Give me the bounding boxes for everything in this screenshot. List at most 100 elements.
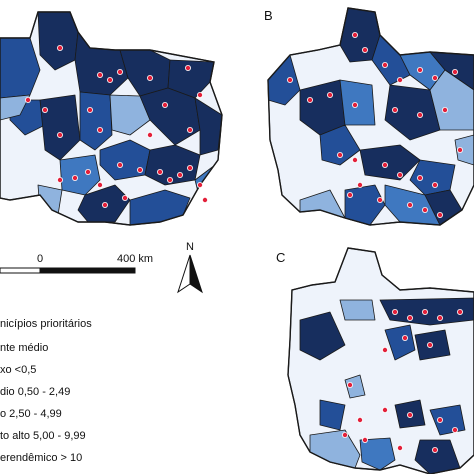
priority-municipality-dot [421,308,428,315]
priority-municipality-dot [406,201,413,208]
priority-municipality-dot [326,92,333,99]
priority-municipality-dot [376,196,383,203]
priority-municipality-dot [136,166,143,173]
priority-municipality-dot [431,75,438,82]
scale-label-end: 400 km [117,253,153,265]
priority-municipality-dot [406,314,413,321]
priority-municipality-dot [286,77,293,84]
priority-municipality-dot [356,416,363,423]
north-label: N [186,241,194,253]
priority-municipality-dot [436,314,443,321]
priority-municipality-dot [356,181,363,188]
priority-municipality-dot [341,431,348,438]
municipality-region [344,374,366,399]
priority-municipality-dot [456,146,463,153]
municipality-region [339,79,376,126]
municipality-region [59,154,101,196]
priority-municipality-dot [146,131,153,138]
north-arrow: N [177,241,203,294]
priority-municipality-dot [381,406,388,413]
priority-municipality-dot [396,171,403,178]
priority-municipality-dot [381,62,388,69]
priority-municipality-dot [117,161,124,168]
priority-municipality-dot [396,77,403,84]
priority-municipality-dot [436,211,443,218]
priority-municipality-markers [286,32,463,218]
priority-municipality-dot [57,131,64,138]
priority-municipality-dot [431,446,438,453]
priority-municipality-dot [451,69,458,76]
priority-municipality-dot [57,176,64,183]
municipality-region [384,324,416,361]
priority-municipality-dot [186,164,193,171]
priority-municipality-dot [87,107,94,114]
priority-municipality-dot [122,194,129,201]
priority-municipality-markers [341,308,463,453]
map-panel-c: C [276,247,474,474]
priority-municipality-dot [42,107,49,114]
municipality-region [359,144,421,181]
priority-municipality-dot [406,411,413,418]
scale-bar-white-segment [0,267,41,274]
municipality-region [359,437,396,471]
municipality-region [429,69,474,131]
priority-municipality-dot [57,45,64,52]
priority-municipality-dot [426,341,433,348]
priority-municipality-dot [416,174,423,181]
priority-municipality-dot [451,426,458,433]
priority-municipality-dot [361,47,368,54]
priority-municipality-dot [117,69,124,76]
municipality-region [194,97,222,156]
priority-municipality-dot [97,72,104,79]
scale-bar-black-segment [39,267,136,274]
map-panel-a [0,11,223,226]
scale-label-zero: 0 [37,253,43,265]
municipality-region [319,399,346,431]
north-arrow-icon [177,254,191,294]
municipality-region [39,94,81,161]
priority-municipality-dot [72,174,79,181]
priority-municipality-dot [351,32,358,39]
priority-municipality-dot [196,181,203,188]
priority-municipality-dot [396,444,403,451]
priority-municipality-dot [306,97,313,104]
north-arrow-shade [189,254,203,294]
priority-municipality-markers [24,45,208,208]
legend-class-label: dio 0,50 - 2,49 [0,386,71,398]
municipality-region [109,94,151,136]
municipality-region [319,124,361,166]
municipality-region [299,311,346,361]
priority-municipality-dot [346,191,353,198]
priority-municipality-dot [381,161,388,168]
priority-municipality-dot [186,127,193,134]
legend-priority-label: nicípios prioritários [0,318,92,330]
priority-municipality-dot [351,156,358,163]
priority-municipality-dot [166,176,173,183]
priority-municipality-dot [391,107,398,114]
priority-municipality-dot [156,168,163,175]
priority-municipality-dot [416,112,423,119]
panel-letter-b: B [264,8,273,23]
municipality-region [454,134,474,166]
municipality-region [167,59,215,99]
priority-municipality-dot [346,381,353,388]
priority-municipality-dot [391,308,398,315]
municipality-region [74,31,129,96]
priority-municipality-dot [24,97,31,104]
priority-municipality-dot [97,127,104,134]
priority-municipality-dot [146,75,153,82]
priority-municipality-dot [436,416,443,423]
priority-municipality-dot [196,92,203,99]
priority-municipality-dot [161,102,168,109]
priority-municipality-dot [85,168,92,175]
legend-class-label: erendêmico > 10 [0,452,83,464]
legend-class-label: to alto 5,00 - 9,99 [0,430,86,442]
municipality-region [0,94,31,121]
legend-class-label: xo <0,5 [0,364,37,376]
priority-municipality-dot [107,77,114,84]
scale-bar: 0 400 km [0,253,153,274]
legend-class-label: o 2,50 - 4,99 [0,408,62,420]
priority-municipality-dot [176,171,183,178]
municipality-region [79,91,113,151]
